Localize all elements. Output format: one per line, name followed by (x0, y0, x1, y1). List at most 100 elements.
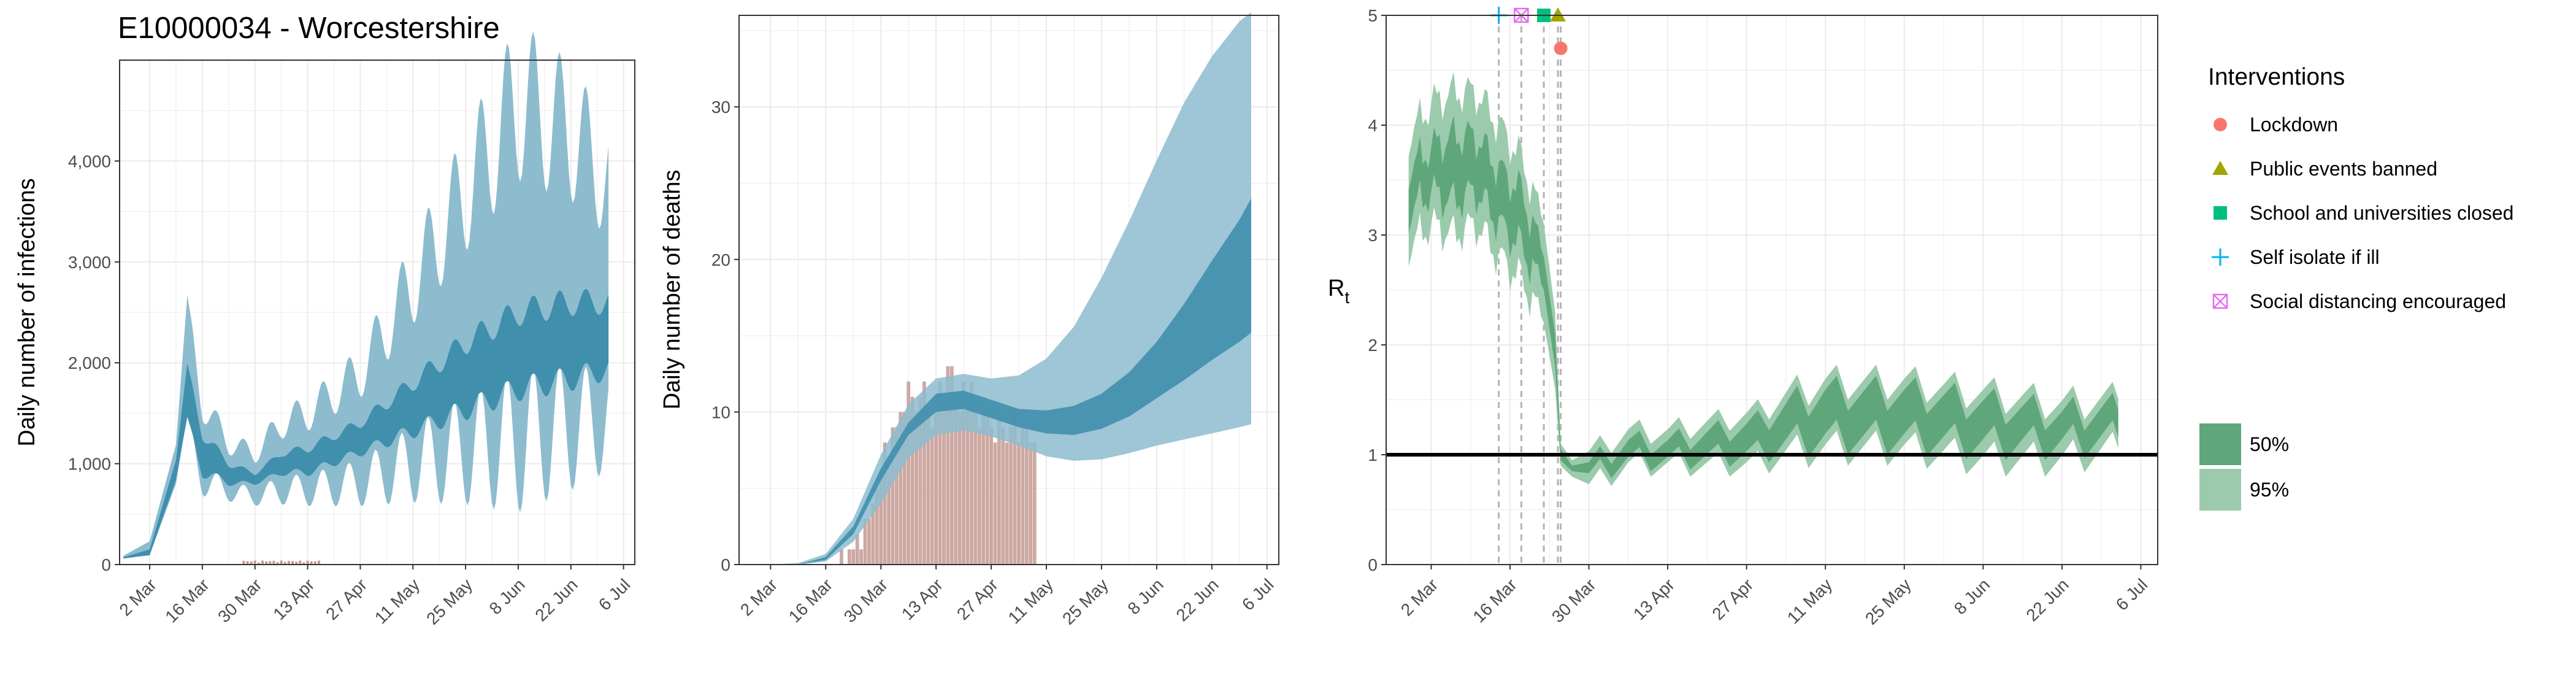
infections-case-bar (291, 561, 294, 565)
deaths-bar (875, 488, 879, 565)
deaths-bar (985, 412, 989, 565)
circle-icon (2214, 118, 2227, 131)
deaths-bar (1021, 427, 1025, 565)
deaths-bar (993, 442, 997, 565)
infections-case-bar (287, 560, 290, 565)
legend-square-icon (2214, 206, 2227, 220)
infections-case-bar (265, 561, 268, 565)
rt-y-label: Rt (1328, 276, 1349, 307)
deaths-bar (957, 412, 962, 565)
deaths-bar (954, 396, 958, 565)
rt-y-label-subscript: t (1344, 288, 1349, 307)
rt-x-tick-label: 22 Jun (2022, 575, 2072, 625)
infections-y-tick-label: 4,000 (68, 152, 111, 171)
legend-plus-icon (2212, 249, 2229, 266)
deaths-x-tick-label: 13 Apr (898, 575, 946, 623)
legend-bands: 50% 95% (2199, 423, 2289, 511)
rt-x-tick-label: 30 Mar (1548, 575, 1600, 627)
legend-intervention-label: Public events banned (2250, 158, 2437, 180)
deaths-panel: 0 10 20 30 2 Mar 16 Mar 30 Mar 13 Apr 27 Apr 11 … (659, 12, 1279, 628)
infections-case-bars (242, 560, 320, 565)
deaths-y-axis: 0 10 20 30 (711, 98, 739, 574)
square-icon (2214, 206, 2227, 220)
infections-case-bar (269, 561, 272, 565)
rt-panel-border (1386, 15, 2158, 565)
deaths-bar (970, 381, 973, 565)
deaths-bar (863, 519, 867, 565)
rt-x-tick-label: 27 Apr (1708, 575, 1757, 623)
infections-case-bar (276, 562, 279, 565)
legend-title: Interventions (2208, 64, 2345, 90)
triangle-icon (2212, 161, 2228, 175)
infections-case-bar (242, 560, 245, 565)
infections-x-tick-label: 25 May (423, 575, 476, 628)
deaths-bar (879, 473, 883, 565)
boxed-x-icon-box (2212, 293, 2228, 309)
deaths-bar (914, 412, 918, 565)
legend: Interventions Lockdown Public events bann… (2199, 64, 2513, 511)
deaths-bar (1017, 442, 1021, 565)
chart-title: E10000034 - Worcestershire (118, 12, 500, 45)
deaths-x-tick-label: 27 Apr (953, 575, 1002, 623)
deaths-x-tick-label: 22 Jun (1172, 575, 1222, 625)
deaths-bar (855, 534, 859, 565)
deaths-bar (859, 549, 864, 565)
deaths-panel-border (738, 15, 1279, 565)
deaths-bar (1001, 427, 1005, 565)
infections-case-bar (313, 561, 316, 565)
deaths-x-tick-label: 11 May (1005, 575, 1057, 627)
rt-y-axis: 0 1 2 3 4 5 (1368, 6, 1386, 574)
rt-x-tick-label: 11 May (1784, 575, 1836, 627)
rt-y-label-main: R (1328, 276, 1344, 301)
infections-case-bar (310, 561, 313, 565)
infections-case-bar (250, 561, 253, 565)
infections-case-bar (295, 561, 298, 565)
legend-band-label: 95% (2250, 479, 2289, 501)
infections-x-tick-label: 6 Jul (595, 575, 634, 614)
infections-x-tick-label: 22 Jun (531, 575, 581, 625)
infections-y-tick-label: 0 (101, 555, 111, 574)
legend-triangle-icon (2212, 161, 2228, 175)
deaths-bar (867, 519, 871, 565)
deaths-bar (965, 396, 970, 565)
infections-95-band (123, 31, 609, 559)
infections-case-bar (299, 560, 302, 565)
deaths-50-band (743, 198, 1251, 565)
infections-x-tick-label: 8 Jun (486, 575, 529, 618)
legend-intervention-label: Social distancing encouraged (2250, 290, 2506, 312)
deaths-x-tick-label: 30 Mar (840, 575, 892, 627)
legend-band-label: 50% (2250, 433, 2289, 455)
deaths-x-tick-label: 6 Jul (1238, 575, 1278, 614)
deaths-y-tick-label: 20 (711, 250, 730, 269)
infections-case-bar (306, 560, 309, 565)
deaths-bar (942, 412, 946, 565)
deaths-bar (1005, 442, 1009, 565)
deaths-bar (891, 427, 895, 565)
triangle-icon (1550, 7, 1566, 21)
deaths-bar (930, 427, 934, 565)
legend-swatch-50pct (2199, 423, 2241, 465)
rt-x-axis: 2 Mar 16 Mar 30 Mar 13 Apr 27 Apr 11 May 25 Ma… (1397, 565, 2151, 628)
deaths-x-tick-label: 16 Mar (785, 575, 837, 627)
infections-case-bar (253, 560, 256, 565)
deaths-bar (1025, 427, 1029, 565)
deaths-bar (918, 396, 922, 565)
deaths-y-tick-label: 0 (721, 555, 730, 574)
rt-intervention-markers (1490, 7, 1568, 55)
legend-swatch-95pct (2199, 469, 2241, 511)
deaths-bar (938, 381, 942, 565)
deaths-bar (1009, 427, 1013, 565)
deaths-bar (981, 396, 986, 565)
infections-bands (123, 31, 609, 559)
boxed-x-icon-b (2213, 294, 2228, 309)
deaths-bar (922, 381, 926, 565)
deaths-bar (910, 396, 914, 565)
deaths-bars (840, 366, 1037, 565)
rt-x-tick-label: 13 Apr (1630, 575, 1678, 623)
rt-marker-triangle-icon (1550, 7, 1566, 21)
deaths-bar (946, 366, 950, 565)
deaths-x-tick-label: 8 Jun (1124, 575, 1167, 618)
rt-y-tick-label: 5 (1368, 6, 1378, 25)
infections-panel-border (119, 60, 635, 565)
deaths-x-axis: 2 Mar 16 Mar 30 Mar 13 Apr 27 Apr 11 May 25 Ma… (737, 565, 1278, 628)
